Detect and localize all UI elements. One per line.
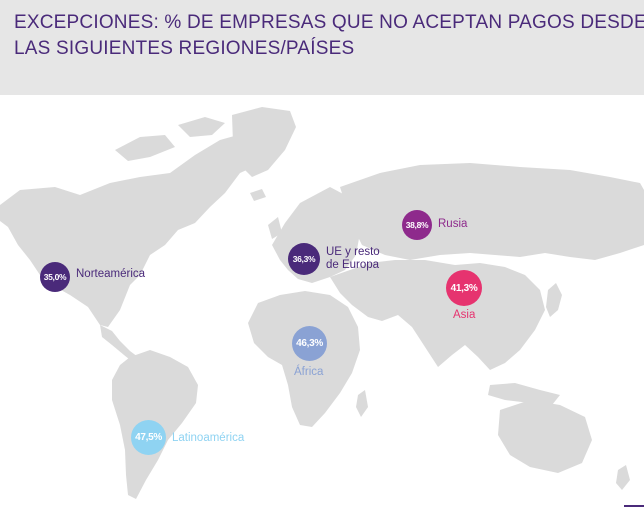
corner-accent-line bbox=[624, 505, 644, 507]
land-asia bbox=[330, 260, 545, 370]
page-title: EXCEPCIONES: % DE EMPRESAS QUE NO ACEPTA… bbox=[14, 10, 644, 62]
eu-bubble: 36,3% bbox=[288, 243, 320, 275]
land-new-zealand bbox=[616, 465, 630, 490]
land-uk bbox=[250, 189, 282, 239]
eu-label-line-1: UE y resto bbox=[326, 246, 380, 258]
latin-america-value: 47,5% bbox=[135, 432, 162, 443]
land-madagascar bbox=[356, 390, 368, 417]
africa-value: 46,3% bbox=[296, 338, 323, 349]
land-north-america bbox=[0, 133, 270, 327]
russia-bubble: 38,8% bbox=[402, 210, 432, 240]
eu-label-line-2: de Europa bbox=[326, 259, 380, 271]
north-america-value: 35,0% bbox=[43, 272, 67, 282]
header-banner: EXCEPCIONES: % DE EMPRESAS QUE NO ACEPTA… bbox=[0, 0, 644, 95]
africa-label: África bbox=[294, 366, 324, 378]
latin-america-bubble: 47,5% bbox=[131, 420, 166, 455]
north-america-label: Norteamérica bbox=[76, 268, 146, 280]
title-line-2: LAS SIGUIENTES REGIONES/PAÍSES bbox=[14, 38, 355, 59]
africa-bubble: 46,3% bbox=[292, 326, 327, 361]
eu-value: 36,3% bbox=[292, 254, 316, 264]
title-line-1: EXCEPCIONES: % DE EMPRESAS QUE NO ACEPTA… bbox=[14, 12, 644, 33]
latin-america-label: Latinoamérica bbox=[172, 432, 245, 444]
russia-value: 38,8% bbox=[405, 220, 429, 230]
asia-label: Asia bbox=[453, 309, 476, 321]
land-se-asia bbox=[488, 383, 560, 405]
land-arctic-islands bbox=[115, 117, 225, 161]
asia-bubble: 41,3% bbox=[446, 270, 482, 306]
land-japan bbox=[546, 283, 562, 317]
north-america-bubble: 35,0% bbox=[40, 262, 70, 292]
world-map bbox=[0, 95, 644, 509]
land-russia bbox=[340, 163, 644, 260]
russia-label: Rusia bbox=[438, 218, 468, 230]
land-greenland bbox=[232, 107, 296, 177]
world-map-land bbox=[0, 107, 644, 499]
eu-label: UE y resto de Europa bbox=[326, 246, 380, 272]
land-central-america bbox=[100, 325, 138, 363]
land-australia bbox=[498, 400, 592, 473]
asia-value: 41,3% bbox=[450, 282, 478, 294]
